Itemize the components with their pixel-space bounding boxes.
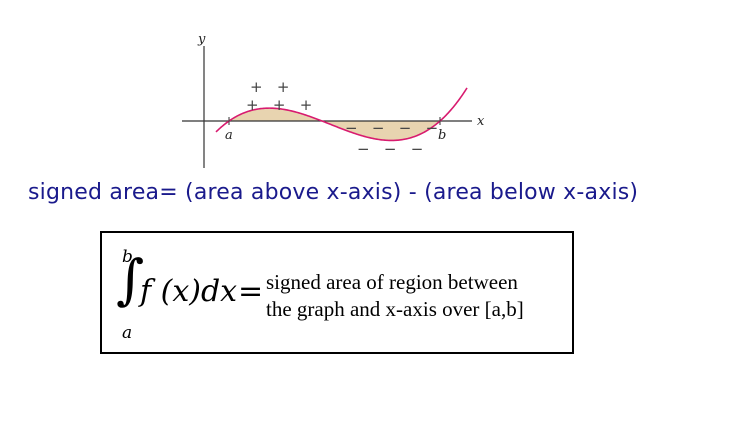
plus-signs-row-1: + +	[250, 78, 289, 96]
negative-area-region	[322, 121, 440, 141]
signed-area-caption: signed area= (area above x-axis) - (area…	[28, 180, 639, 205]
positive-area-region	[229, 108, 322, 121]
integral-description: signed area of region between the graph …	[266, 269, 524, 323]
function-curve	[215, 87, 468, 142]
y-axis-label: y	[197, 32, 206, 47]
integral-symbol: ∫	[116, 248, 145, 311]
x-axis-label: x	[477, 114, 485, 129]
minus-signs-row-2: − − −	[357, 140, 423, 158]
signed-area-graph: y x a b + + + + + − − − − − − −	[182, 32, 485, 168]
description-line-2: the graph and x-axis over [a,b]	[266, 297, 524, 321]
description-line-1: signed area of region between	[266, 270, 518, 294]
lower-limit: a	[122, 323, 133, 343]
upper-limit: b	[122, 247, 133, 267]
plus-signs-row-2: + + +	[246, 96, 312, 114]
equals-sign: =	[238, 274, 264, 309]
point-a-label: a	[225, 128, 233, 143]
point-b-label: b	[438, 128, 446, 143]
integrand: f (x)dx	[140, 274, 238, 309]
minus-signs-row-1: − − − −	[345, 119, 438, 137]
integral-definition-box: b ∫ a f (x)dx = signed area of region be…	[100, 231, 574, 354]
